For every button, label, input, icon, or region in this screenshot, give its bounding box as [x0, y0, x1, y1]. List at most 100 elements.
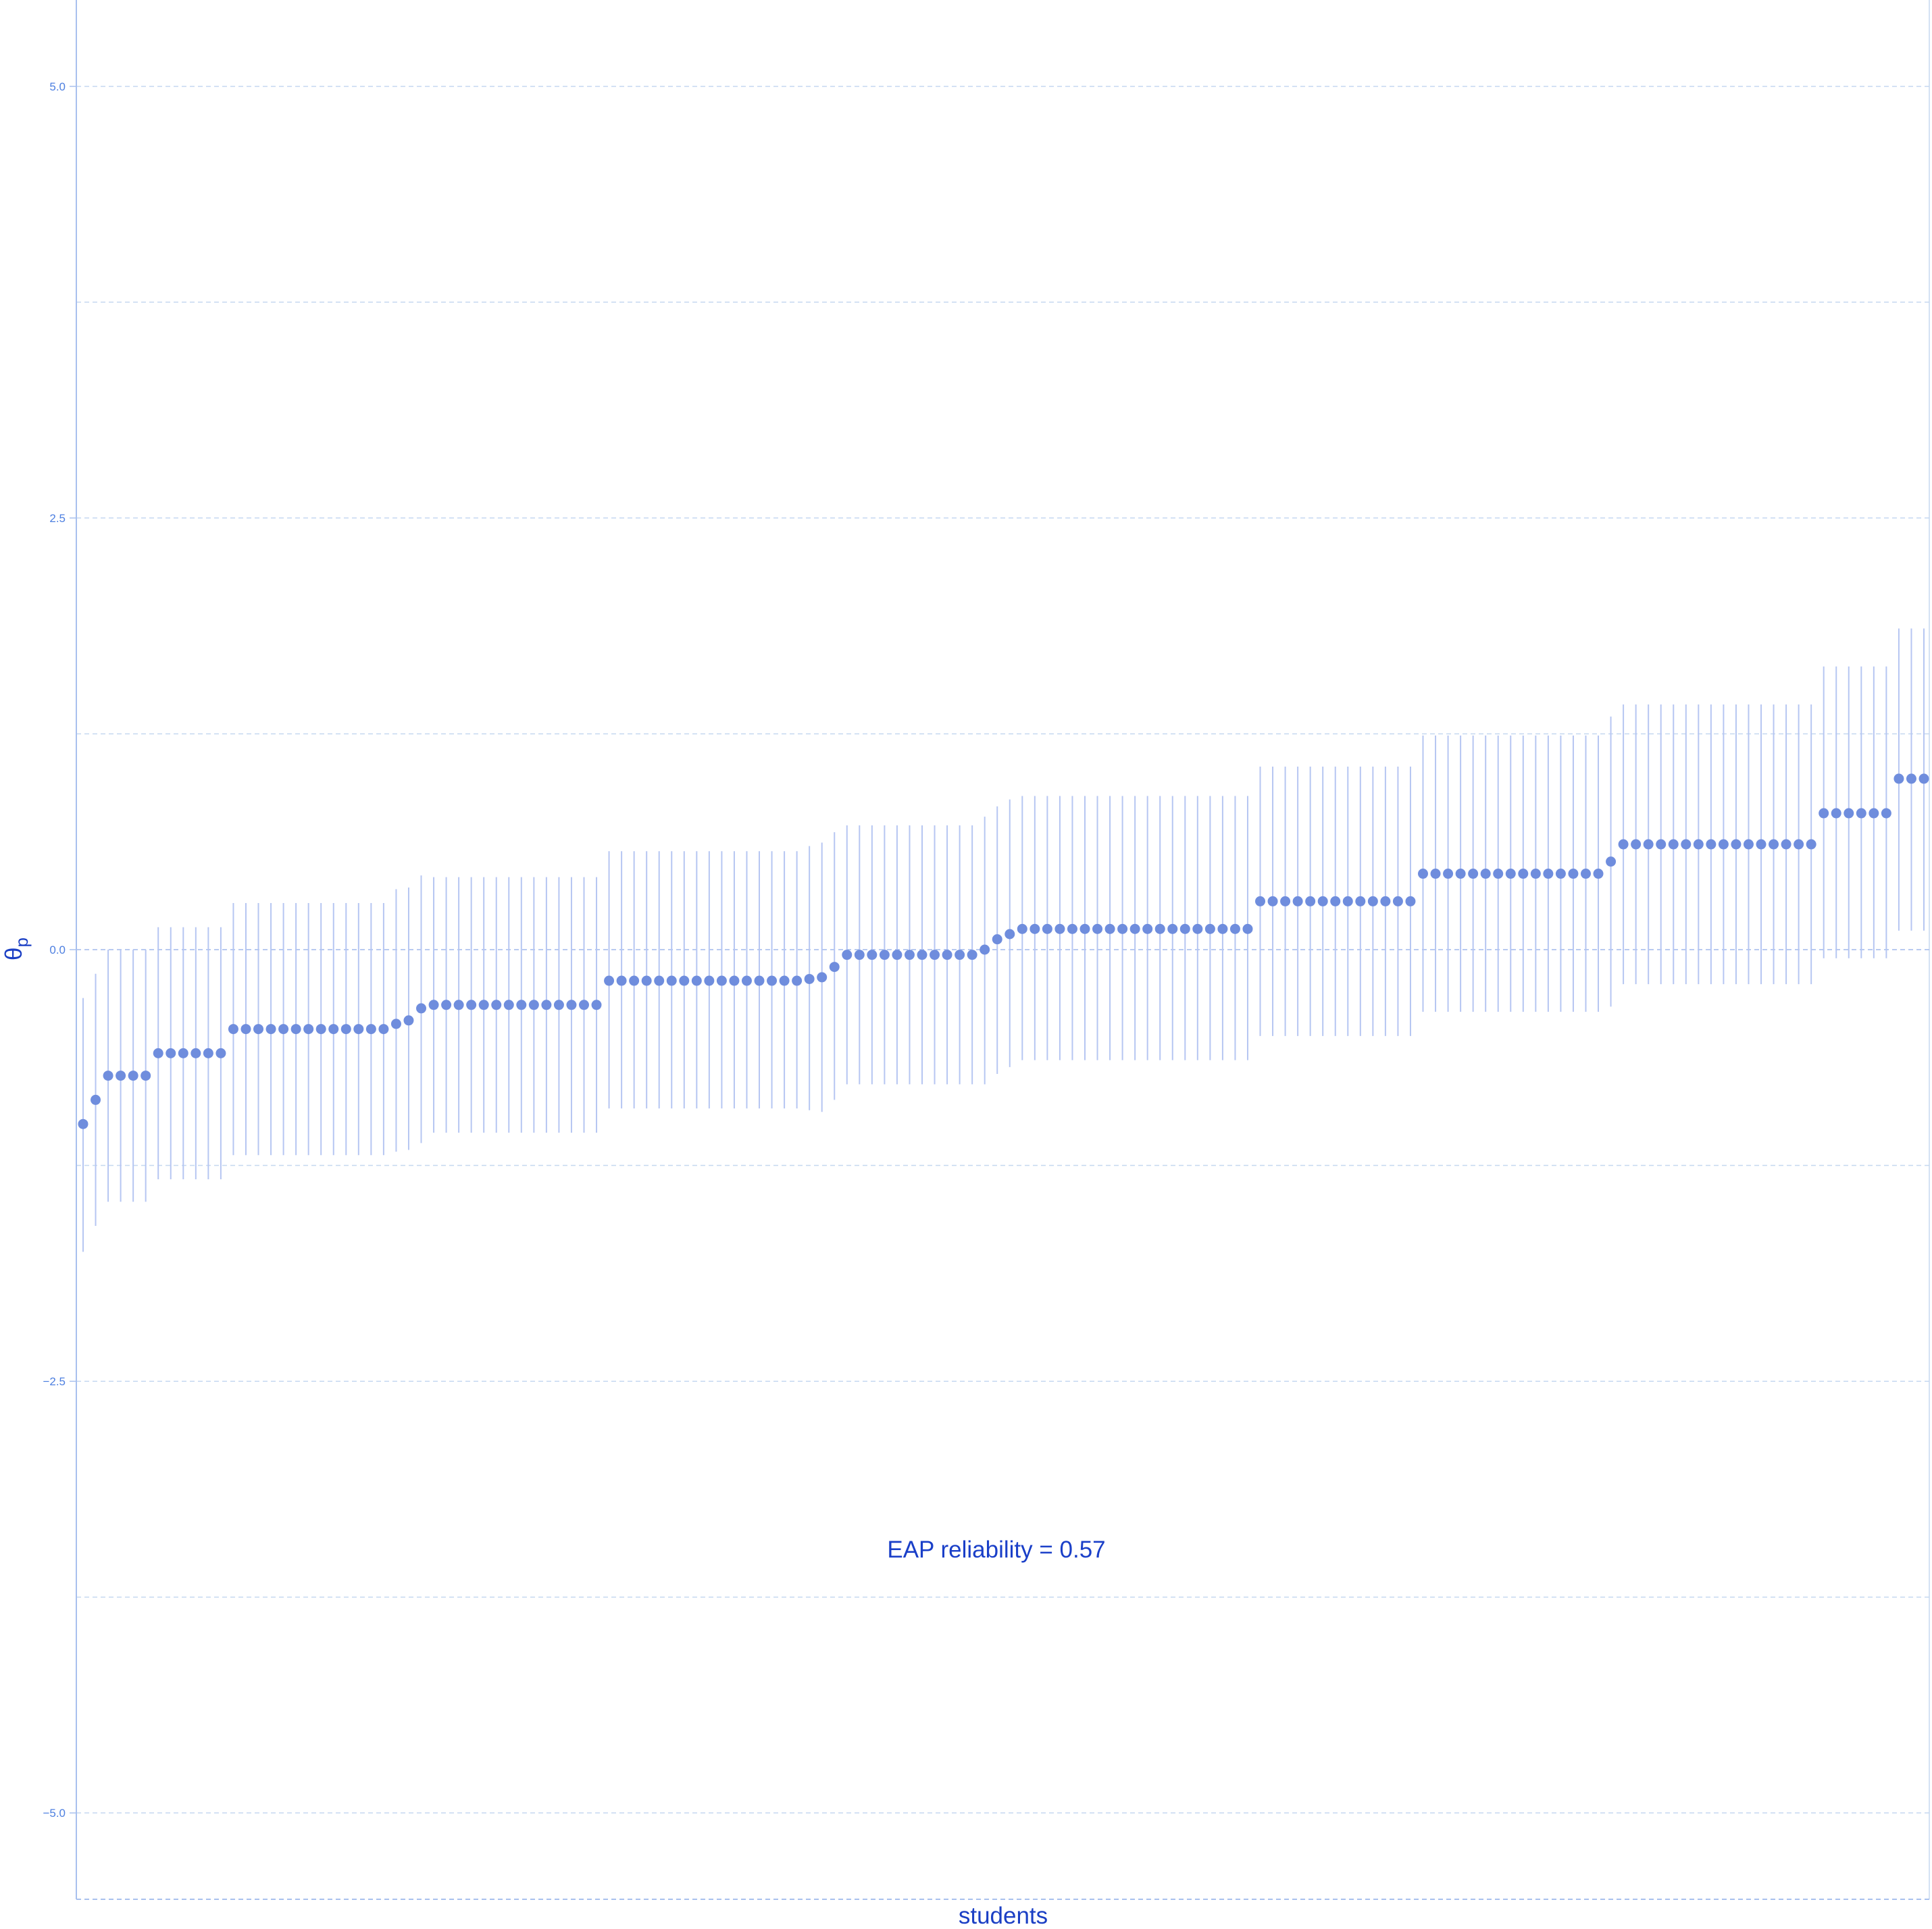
data-point — [679, 975, 690, 986]
data-point — [1606, 856, 1617, 867]
data-point — [842, 950, 853, 960]
data-point — [1856, 808, 1866, 819]
data-point — [1831, 808, 1841, 819]
data-point — [704, 975, 715, 986]
data-point — [141, 1071, 151, 1081]
data-point — [91, 1094, 101, 1105]
y-tick-label: 0.0 — [49, 944, 66, 956]
data-point — [1806, 839, 1816, 850]
y-axis-title-base: θ — [1, 948, 27, 960]
data-point — [1292, 896, 1303, 906]
data-point — [654, 975, 665, 986]
data-point — [1405, 896, 1416, 906]
data-point — [1229, 923, 1240, 934]
data-point — [1342, 896, 1353, 906]
data-point — [190, 1048, 201, 1058]
data-point — [1029, 923, 1040, 934]
data-point — [1079, 923, 1090, 934]
data-point — [566, 1000, 577, 1010]
data-point — [1505, 869, 1516, 879]
data-point — [955, 950, 965, 960]
data-point — [741, 975, 752, 986]
data-point — [1631, 839, 1642, 850]
data-point — [1643, 839, 1654, 850]
data-point — [1129, 923, 1140, 934]
data-point — [1844, 808, 1854, 819]
data-point — [1480, 869, 1491, 879]
data-point — [516, 1000, 527, 1010]
data-point — [1881, 808, 1891, 819]
data-point — [1781, 839, 1791, 850]
data-point — [553, 1000, 564, 1010]
data-point — [178, 1048, 188, 1058]
data-point — [1731, 839, 1742, 850]
data-point — [804, 973, 815, 984]
data-point — [1392, 896, 1403, 906]
data-point — [892, 950, 903, 960]
y-tick-labels: −5.0 −2.5 0.0 2.5 5.0 — [43, 80, 76, 1820]
data-point — [240, 1024, 251, 1035]
data-point — [378, 1024, 389, 1035]
data-point — [1568, 869, 1579, 879]
data-point — [1769, 839, 1779, 850]
data-point — [829, 962, 840, 973]
data-point — [1580, 869, 1591, 879]
data-point — [1493, 869, 1504, 879]
data-point — [1656, 839, 1667, 850]
data-point — [1819, 808, 1829, 819]
data-point — [767, 975, 778, 986]
data-point — [930, 950, 940, 960]
y-tick-label: −2.5 — [43, 1375, 66, 1388]
data-point — [1418, 869, 1429, 879]
data-point — [1142, 923, 1153, 934]
data-point — [591, 1000, 602, 1010]
data-point — [716, 975, 727, 986]
data-point — [1668, 839, 1679, 850]
reliability-annotation: EAP reliability = 0.57 — [887, 1537, 1105, 1563]
data-point — [1117, 923, 1128, 934]
data-point — [666, 975, 677, 986]
data-point — [1317, 896, 1328, 906]
data-point — [1179, 923, 1190, 934]
data-point — [879, 950, 890, 960]
data-point — [1154, 923, 1165, 934]
data-point — [1455, 869, 1466, 879]
data-point — [1104, 923, 1115, 934]
data-point — [265, 1024, 276, 1035]
data-point — [1756, 839, 1766, 850]
data-point — [1067, 923, 1077, 934]
data-point — [1280, 896, 1291, 906]
data-point — [166, 1048, 176, 1058]
y-tick-label: −5.0 — [43, 1807, 66, 1820]
data-point — [1543, 869, 1554, 879]
data-point — [315, 1024, 326, 1035]
data-point — [403, 1015, 414, 1026]
data-point — [428, 1000, 439, 1010]
data-points — [78, 773, 1929, 1129]
data-point — [541, 1000, 552, 1010]
data-point — [1005, 929, 1015, 940]
data-point — [792, 975, 803, 986]
y-tick-label: 2.5 — [49, 512, 66, 525]
data-point — [1530, 869, 1541, 879]
data-point — [691, 975, 702, 986]
data-point — [641, 975, 652, 986]
data-point — [1794, 839, 1804, 850]
data-point — [1242, 923, 1253, 934]
data-point — [779, 975, 790, 986]
data-point — [1518, 869, 1529, 879]
data-point — [1217, 923, 1228, 934]
data-point — [228, 1024, 238, 1035]
data-point — [1443, 869, 1454, 879]
data-point — [1743, 839, 1754, 850]
data-point — [1468, 869, 1479, 879]
data-point — [1593, 869, 1604, 879]
data-point — [78, 1118, 88, 1129]
data-point — [353, 1024, 364, 1035]
data-point — [1355, 896, 1366, 906]
data-point — [441, 1000, 452, 1010]
data-point — [340, 1024, 351, 1035]
data-point — [1430, 869, 1441, 879]
data-point — [128, 1071, 138, 1081]
y-axis-title: θp — [1, 937, 32, 960]
